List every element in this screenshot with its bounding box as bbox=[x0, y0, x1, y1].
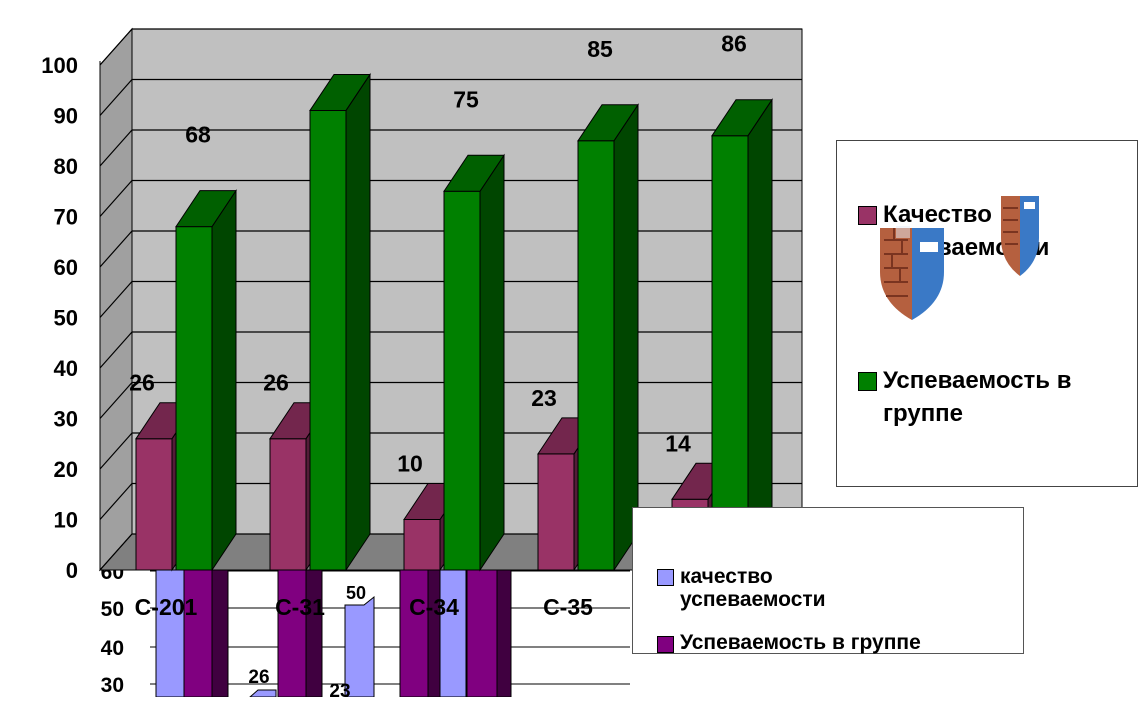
data-label-quality: 10 bbox=[397, 451, 423, 477]
bar-group-side bbox=[747, 98, 773, 572]
x-tick-label: С-35 bbox=[543, 594, 593, 620]
main-legend-swatch-group bbox=[858, 372, 877, 391]
bar-group-front bbox=[175, 226, 213, 571]
x-tick-label: С-31 bbox=[275, 594, 325, 620]
bar-group-side bbox=[479, 153, 505, 572]
bar-group-top bbox=[443, 154, 505, 192]
bar-group bbox=[443, 153, 505, 572]
bar-quality-front bbox=[269, 438, 307, 571]
back-bar bbox=[211, 569, 229, 698]
bar-group-front bbox=[443, 190, 481, 571]
y-tick-label: 100 bbox=[41, 53, 78, 78]
y-tick-label: 80 bbox=[54, 154, 78, 179]
bar-quality-front bbox=[403, 519, 441, 571]
main-legend-label-group: Успеваемость в группе bbox=[883, 367, 1072, 427]
back-bar bbox=[155, 569, 187, 698]
back-data-label: 26 bbox=[248, 667, 269, 688]
back-legend-item-quality: качество успеваемости bbox=[657, 565, 917, 611]
back-y-tick-label: 30 bbox=[101, 674, 124, 697]
back-bar bbox=[277, 569, 307, 698]
back-bar bbox=[399, 569, 429, 698]
shield-emblem-icon bbox=[880, 226, 944, 320]
data-label-group: 75 bbox=[453, 86, 479, 112]
back-data-label: 50 bbox=[346, 583, 366, 603]
back-bar bbox=[248, 689, 277, 698]
data-label-group: 68 bbox=[185, 122, 211, 148]
back-legend-label-quality: качество успеваемости bbox=[680, 565, 826, 611]
main-legend-item-group: Успеваемость в группе bbox=[858, 364, 1128, 430]
bar-group-top bbox=[577, 104, 639, 142]
bar-group-front bbox=[711, 135, 749, 571]
y-tick-label: 90 bbox=[54, 104, 78, 129]
back-bar bbox=[183, 569, 213, 698]
bar-group bbox=[577, 103, 639, 572]
back-legend bbox=[632, 507, 1024, 654]
y-tick-label: 60 bbox=[54, 255, 78, 280]
bar-group-side bbox=[345, 72, 371, 572]
bar-group-front bbox=[577, 140, 615, 571]
bar-group bbox=[711, 98, 773, 572]
data-label-quality: 26 bbox=[263, 370, 289, 396]
bar-group bbox=[309, 72, 371, 572]
bar-quality-front bbox=[135, 438, 173, 571]
y-tick-label: 20 bbox=[54, 457, 78, 482]
back-bar bbox=[496, 569, 512, 698]
bar-group-top bbox=[175, 190, 237, 228]
gridline bbox=[99, 78, 802, 116]
data-label-group: 85 bbox=[587, 36, 613, 62]
data-label-quality: 23 bbox=[531, 385, 557, 411]
y-tick-label: 30 bbox=[54, 407, 78, 432]
y-tick-label: 50 bbox=[54, 306, 78, 331]
x-tick-label: С-201 bbox=[135, 594, 198, 620]
gridline bbox=[99, 28, 802, 66]
shield-emblem-small-icon bbox=[1001, 196, 1039, 276]
back-data-label: 23 bbox=[329, 681, 350, 697]
data-label-quality: 26 bbox=[129, 370, 155, 396]
back-bar bbox=[305, 569, 323, 698]
gridline bbox=[99, 129, 802, 167]
back-legend-item-group: Успеваемость в группе bbox=[657, 631, 927, 655]
x-tick-label: С-34 bbox=[409, 594, 459, 620]
back-y-tick-label: 40 bbox=[101, 637, 124, 660]
back-legend-swatch-quality bbox=[657, 569, 674, 586]
bar-group-side bbox=[211, 188, 237, 572]
bar-group bbox=[175, 188, 237, 572]
main-legend-swatch-quality bbox=[858, 206, 877, 225]
bar-quality-front bbox=[537, 453, 575, 571]
back-legend-swatch-group bbox=[657, 636, 674, 653]
bar-group-top bbox=[309, 73, 371, 111]
y-tick-label: 10 bbox=[54, 508, 78, 533]
main-legend bbox=[836, 140, 1138, 487]
back-legend-label-group: Успеваемость в группе bbox=[680, 631, 921, 654]
y-tick-label: 40 bbox=[54, 356, 78, 381]
y-tick-label: 70 bbox=[54, 205, 78, 230]
main-chart: 0 10 20 30 40 50 60 70 80 90 100 26 68 С-201 26 91 С-31 1… bbox=[41, 0, 804, 620]
back-bar bbox=[439, 569, 467, 698]
back-y-tick-label: 50 bbox=[101, 598, 124, 621]
back-bar bbox=[466, 569, 498, 698]
bar-group-side bbox=[613, 103, 639, 572]
data-label-group: 91 bbox=[319, 0, 345, 1]
data-label-quality: 14 bbox=[665, 430, 691, 456]
bar-group-top bbox=[711, 99, 773, 137]
y-tick-label: 0 bbox=[66, 558, 78, 583]
data-label-group: 86 bbox=[721, 31, 747, 57]
bar-group-front bbox=[309, 109, 347, 571]
